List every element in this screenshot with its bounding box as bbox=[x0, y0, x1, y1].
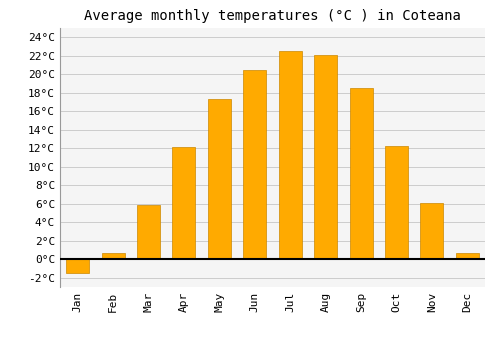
Bar bbox=[244, 70, 266, 259]
Bar bbox=[420, 203, 444, 259]
Bar bbox=[172, 147, 196, 259]
Bar bbox=[137, 205, 160, 259]
Bar bbox=[350, 88, 372, 259]
Bar bbox=[278, 51, 301, 259]
Bar bbox=[208, 99, 231, 259]
Bar bbox=[456, 253, 479, 259]
Title: Average monthly temperatures (°C ) in Coteana: Average monthly temperatures (°C ) in Co… bbox=[84, 9, 461, 23]
Bar bbox=[385, 146, 408, 259]
Bar bbox=[102, 253, 124, 259]
Bar bbox=[66, 259, 89, 273]
Bar bbox=[314, 55, 337, 259]
